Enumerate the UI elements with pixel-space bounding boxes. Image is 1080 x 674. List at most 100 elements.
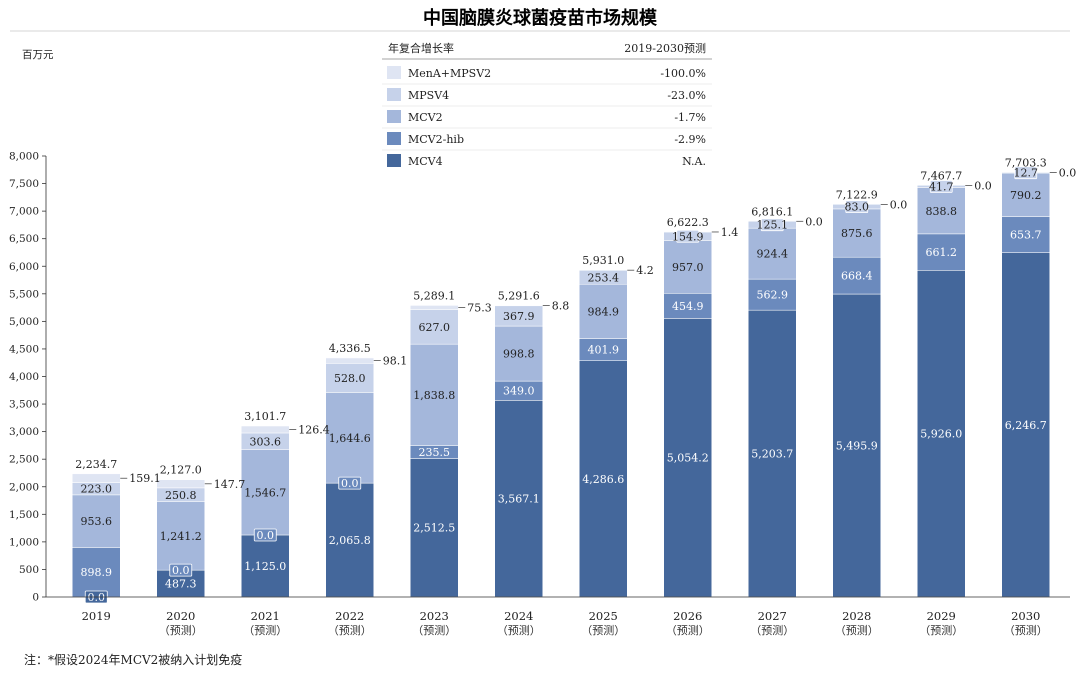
total-label: 5,931.0: [582, 254, 624, 267]
data-label: 1.4: [721, 226, 739, 239]
data-label: 5,054.2: [667, 452, 709, 465]
x-tick-label: 2030: [1011, 609, 1040, 623]
legend-swatch-mcv4: [387, 154, 401, 167]
data-label: 83.0: [845, 201, 870, 214]
data-label: 5,203.7: [751, 448, 793, 461]
data-label: 3,567.1: [498, 493, 540, 506]
legend-swatch-mena-mpsv2: [387, 66, 401, 79]
bar-segment-mcv4: [917, 270, 966, 598]
total-label: 7,122.9: [836, 188, 878, 201]
legend-swatch-mcv2-hib: [387, 132, 401, 145]
total-label: 5,291.6: [498, 289, 540, 302]
x-tick-sublabel: （预测）: [328, 624, 372, 637]
bars-layer: [72, 172, 1050, 598]
data-label: 5,926.0: [920, 428, 962, 441]
bar-segment-mena-mpsv2: [241, 425, 290, 434]
bar-segment-mcv2: [917, 187, 966, 235]
legend-label: MCV2: [408, 111, 443, 124]
data-label: 41.7: [929, 180, 954, 193]
bar-segment-mcv2: [494, 325, 543, 382]
y-tick-label: 2,000: [9, 481, 39, 493]
data-label: 2,512.5: [413, 522, 455, 535]
total-label: 7,467.7: [920, 169, 962, 182]
x-tick-sublabel: （预测）: [666, 624, 710, 637]
bar-segment-mcv2-hib: [1001, 216, 1050, 253]
total-label: 6,816.1: [751, 205, 793, 218]
data-label: 1,241.2: [160, 530, 202, 543]
y-tick-label: 4,500: [9, 343, 39, 355]
data-label: 250.8: [165, 489, 197, 502]
y-tick-label: 5,500: [9, 288, 39, 300]
legend-cagr: -100.0%: [660, 67, 706, 80]
data-label: 984.9: [588, 305, 620, 318]
legend-header-period: 2019-2030预测: [624, 42, 706, 55]
x-tick-sublabel: （预测）: [835, 624, 879, 637]
bar-segment-mcv2-hib: [663, 293, 712, 319]
data-label: 1,125.0: [244, 560, 286, 573]
data-label: 2,065.8: [329, 534, 371, 547]
bar-segment-mcv2-hib: [832, 256, 881, 295]
legend-header-cagr: 年复合增长率: [388, 41, 454, 55]
x-tick-label: 2019: [82, 609, 111, 623]
data-label: 562.9: [757, 289, 789, 302]
data-label: 98.1: [383, 355, 408, 368]
legend: 年复合增长率 2019-2030预测 MenA+MPSV2 -100.0% MPSV…: [382, 41, 712, 168]
bar-segment-mcv2: [325, 392, 374, 484]
data-label: 12.7: [1014, 167, 1039, 180]
x-tick-sublabel: （预测）: [497, 624, 541, 637]
x-tick-label: 2026: [673, 609, 702, 623]
y-tick-label: 5,000: [9, 316, 39, 328]
data-label: 957.0: [672, 261, 704, 274]
bar-segment-mcv4: [494, 400, 543, 598]
data-label: 401.9: [588, 344, 620, 357]
data-label: 0.0: [805, 215, 823, 228]
data-label: 159.1: [129, 472, 161, 485]
y-tick-label: 7,500: [9, 178, 39, 190]
y-tick-label: 1,000: [9, 536, 39, 548]
legend-swatch-mpsv4: [387, 88, 401, 101]
data-label: 4.2: [636, 264, 654, 277]
bar-segment-mcv2: [663, 240, 712, 294]
data-label: 875.6: [841, 227, 873, 240]
data-label: 1,546.7: [244, 486, 286, 499]
y-tick-label: 500: [19, 564, 39, 576]
data-label: 223.0: [81, 483, 113, 496]
data-label: 627.0: [419, 321, 451, 334]
x-tick-sublabel: （预测）: [412, 624, 456, 637]
y-tick-label: 0: [32, 592, 39, 604]
total-label: 2,234.7: [75, 458, 117, 471]
total-label: 6,622.3: [667, 216, 709, 229]
y-axis: 0 500 1,000 1,500 2,000 2,500 3,000 3,500 4,000 4…: [9, 151, 47, 604]
bar-segment-mena-mpsv2: [410, 305, 459, 310]
bar-segment-mena-mpsv2: [156, 479, 205, 489]
bar-segment-mcv4: [663, 318, 712, 598]
data-label: 898.9: [81, 566, 113, 579]
y-tick-label: 3,000: [9, 426, 39, 438]
data-label: 0.0: [341, 477, 359, 490]
legend-cagr: -1.7%: [674, 111, 706, 124]
x-tick-label: 2024: [504, 609, 533, 623]
bar-segment-mcv2: [832, 208, 881, 258]
data-label: 8.8: [552, 300, 570, 313]
data-label: 5,495.9: [836, 440, 878, 453]
zero-value-box: [253, 528, 277, 542]
x-tick-label: 2020: [166, 609, 195, 623]
data-label: 454.9: [672, 300, 704, 313]
data-label: 0.0: [88, 591, 106, 604]
legend-cagr: -23.0%: [667, 89, 706, 102]
bar-segment-mcv4: [410, 458, 459, 598]
data-labels-layer: 0.0898.9953.6223.0159.12,234.7487.30.01,…: [75, 156, 1076, 604]
x-tick-label: 2028: [842, 609, 871, 623]
x-tick-label: 2025: [589, 609, 618, 623]
data-label: 661.2: [926, 246, 958, 259]
bar-segment-mcv2-hib: [917, 233, 966, 271]
total-label: 7,703.3: [1005, 156, 1047, 169]
x-tick-label: 2022: [335, 609, 364, 623]
bar-segment-mcv4: [325, 482, 374, 598]
zero-value-box: [929, 180, 953, 193]
legend-swatch-mcv2: [387, 110, 401, 123]
data-label: 0.0: [890, 198, 908, 211]
bar-segment-mcv4: [579, 360, 628, 598]
data-label: 4,286.6: [582, 473, 624, 486]
